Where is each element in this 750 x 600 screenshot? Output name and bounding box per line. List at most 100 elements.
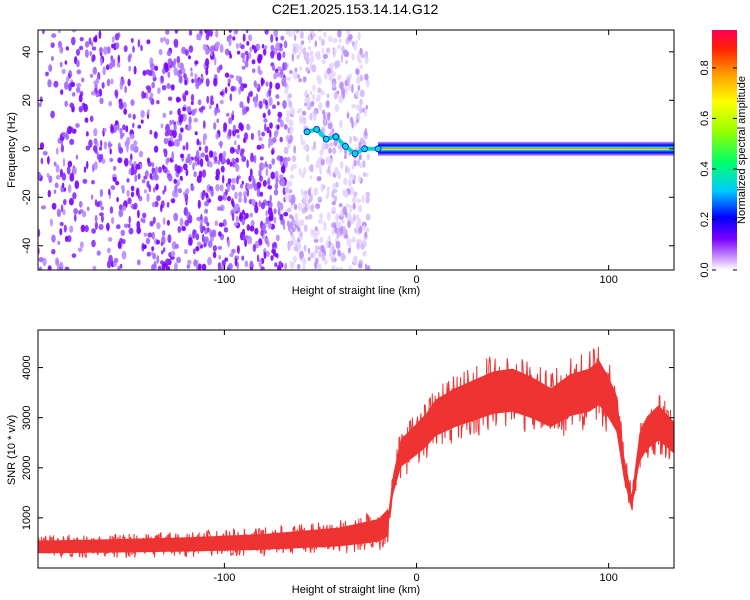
spectrogram-x-axis-label: Height of straight line (km) bbox=[292, 285, 420, 297]
noise-blob bbox=[231, 110, 235, 116]
noise-blob bbox=[127, 197, 132, 205]
noise-blob bbox=[316, 94, 321, 101]
noise-blob bbox=[60, 89, 64, 95]
noise-blob bbox=[42, 30, 45, 35]
noise-blob bbox=[333, 195, 337, 202]
noise-blob bbox=[59, 221, 64, 227]
noise-blob bbox=[340, 209, 343, 218]
noise-blob bbox=[309, 90, 313, 96]
noise-blob bbox=[202, 44, 207, 51]
noise-blob bbox=[124, 140, 130, 148]
noise-blob bbox=[237, 207, 241, 213]
noise-blob bbox=[207, 257, 212, 266]
noise-blob bbox=[179, 175, 183, 181]
noise-blob bbox=[205, 58, 210, 67]
noise-blob bbox=[339, 119, 343, 129]
noise-blob bbox=[180, 127, 184, 133]
noise-blob bbox=[268, 89, 272, 97]
noise-blob bbox=[262, 180, 267, 187]
noise-blob bbox=[283, 124, 288, 130]
noise-blob bbox=[286, 156, 291, 162]
noise-blob bbox=[286, 109, 290, 118]
noise-blob bbox=[185, 156, 191, 163]
noise-blob bbox=[356, 104, 361, 111]
noise-blob bbox=[130, 191, 135, 198]
noise-blob bbox=[332, 37, 338, 43]
noise-blob bbox=[242, 108, 245, 116]
noise-blob bbox=[192, 229, 197, 235]
noise-blob bbox=[158, 266, 161, 270]
noise-blob bbox=[364, 263, 368, 270]
noise-blob bbox=[157, 87, 161, 94]
noise-blob bbox=[112, 176, 117, 182]
noise-blob bbox=[365, 79, 370, 88]
noise-blob bbox=[312, 84, 316, 92]
noise-blob bbox=[125, 125, 129, 133]
spectrogram-y-tick-label: 20 bbox=[21, 94, 33, 106]
noise-blob bbox=[61, 68, 66, 75]
noise-blob bbox=[160, 37, 164, 43]
noise-blob bbox=[229, 146, 235, 154]
noise-blob bbox=[50, 110, 55, 119]
noise-blob bbox=[308, 204, 312, 210]
noise-blob bbox=[312, 113, 317, 121]
noise-blob bbox=[234, 140, 237, 146]
noise-blob bbox=[364, 128, 368, 137]
noise-blob bbox=[267, 109, 271, 116]
noise-blob bbox=[72, 166, 77, 175]
noise-blob bbox=[39, 142, 45, 150]
noise-blob bbox=[150, 251, 154, 256]
noise-blob bbox=[340, 54, 344, 63]
noise-blob bbox=[308, 35, 312, 44]
noise-blob bbox=[154, 200, 159, 208]
noise-blob bbox=[210, 51, 213, 57]
noise-blob bbox=[313, 142, 316, 149]
noise-blob bbox=[140, 119, 144, 124]
noise-blob bbox=[350, 238, 356, 243]
noise-blob bbox=[115, 42, 120, 49]
noise-blob bbox=[222, 194, 225, 200]
noise-blob bbox=[69, 138, 75, 145]
noise-blob bbox=[207, 240, 213, 248]
noise-blob bbox=[148, 96, 152, 101]
noise-blob bbox=[299, 42, 303, 50]
noise-blob bbox=[38, 171, 42, 180]
noise-blob bbox=[275, 234, 280, 242]
noise-blob bbox=[177, 61, 182, 69]
snr-x-tick-label: 0 bbox=[413, 572, 419, 584]
noise-blob bbox=[47, 155, 50, 165]
noise-blob bbox=[100, 215, 104, 223]
noise-blob bbox=[136, 226, 142, 235]
noise-blob bbox=[310, 100, 315, 107]
noise-blob bbox=[335, 240, 341, 249]
noise-blob bbox=[161, 164, 165, 170]
noise-blob bbox=[74, 213, 77, 222]
noise-blob bbox=[300, 48, 304, 54]
noise-blob bbox=[365, 105, 368, 110]
noise-blob bbox=[248, 34, 253, 42]
noise-blob bbox=[216, 108, 221, 113]
noise-blob bbox=[197, 199, 201, 209]
noise-blob bbox=[191, 78, 194, 84]
noise-blob bbox=[326, 93, 330, 99]
noise-blob bbox=[135, 163, 141, 170]
noise-blob bbox=[219, 184, 224, 192]
spectrogram-x-ticks: -100 0 100 bbox=[213, 30, 618, 286]
noise-blob bbox=[100, 57, 103, 66]
noise-blob bbox=[271, 149, 274, 155]
noise-blob bbox=[364, 56, 369, 65]
noise-blob bbox=[117, 122, 120, 131]
figure-title: C2E1.2025.153.14.14.G12 bbox=[272, 1, 439, 17]
noise-blob bbox=[223, 122, 228, 131]
noise-blob bbox=[283, 40, 288, 49]
noise-blob bbox=[229, 53, 233, 59]
noise-blob bbox=[273, 208, 277, 215]
signal-track bbox=[303, 125, 674, 158]
noise-blob bbox=[153, 131, 158, 139]
noise-blob bbox=[295, 30, 300, 34]
noise-blob bbox=[128, 113, 132, 119]
noise-blob bbox=[49, 218, 53, 227]
noise-blob bbox=[228, 129, 232, 137]
noise-blob bbox=[332, 189, 338, 193]
noise-blob bbox=[251, 68, 256, 74]
